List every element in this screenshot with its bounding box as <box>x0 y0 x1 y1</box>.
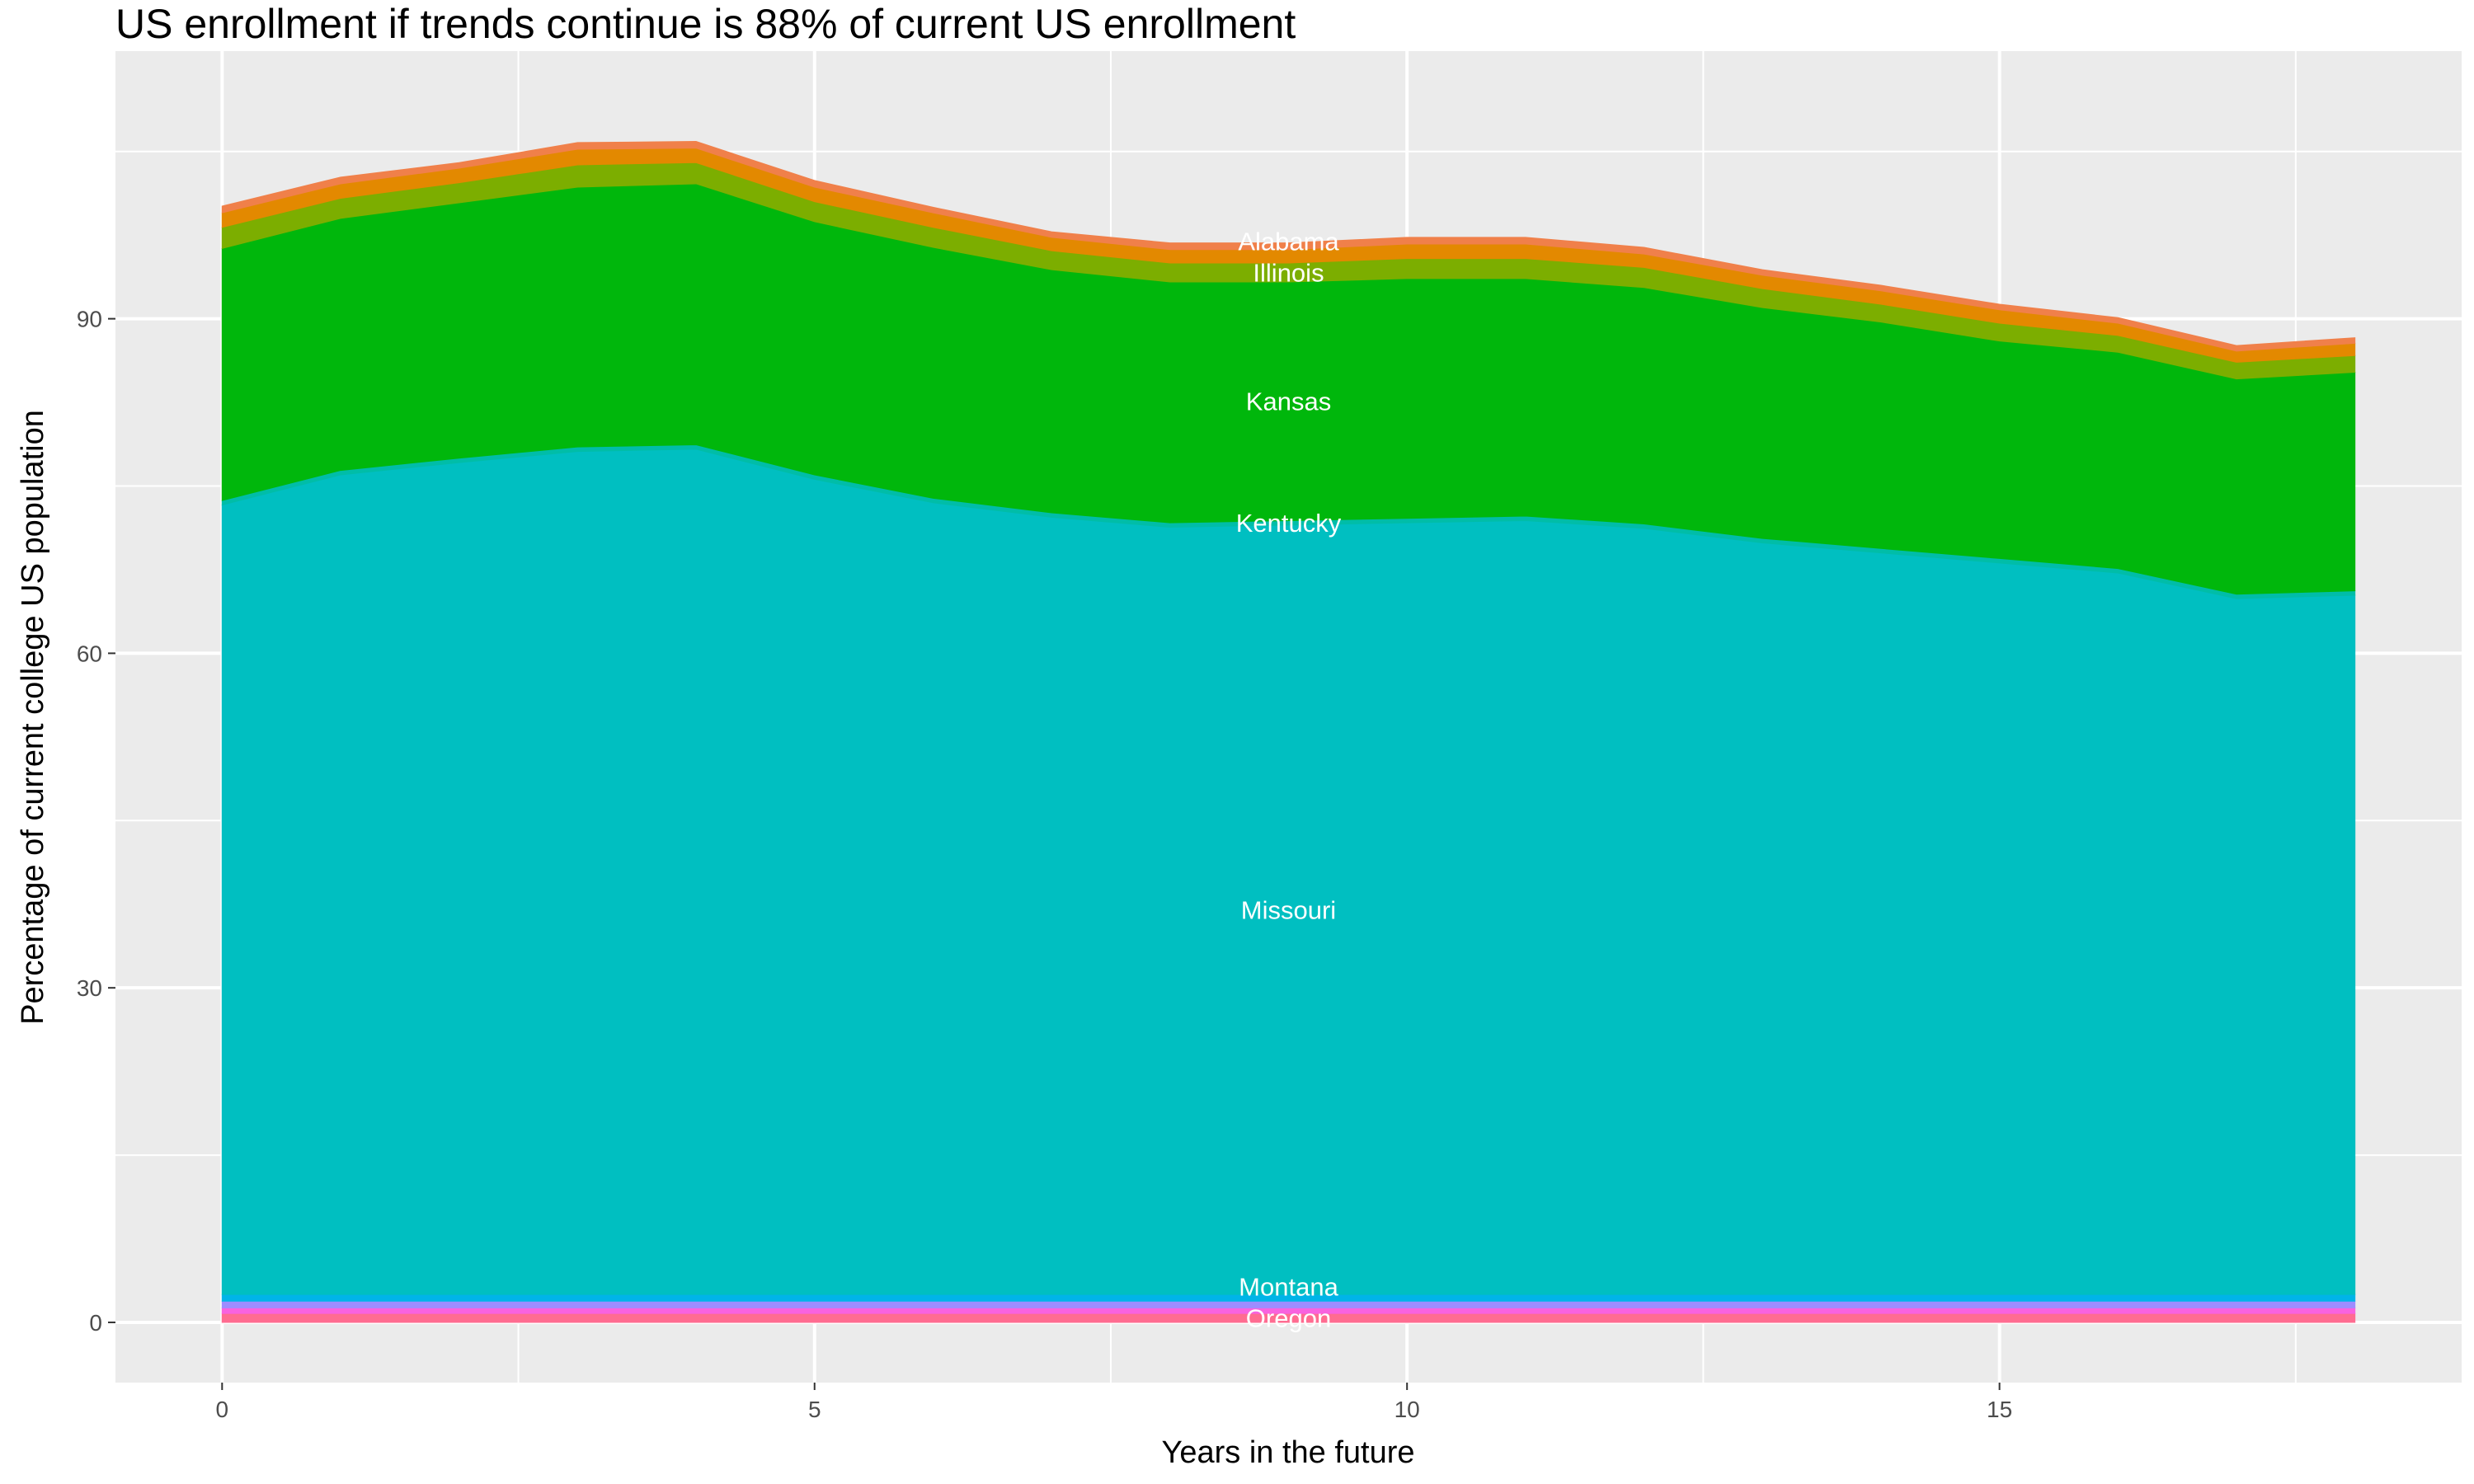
area-label-missouri: Missouri <box>1241 895 1336 924</box>
area-label-kansas: Kansas <box>1246 387 1331 416</box>
y-tick-label: 30 <box>77 975 102 1001</box>
area-alabama <box>221 141 2356 352</box>
y-tick-label: 60 <box>77 641 102 666</box>
area-label-alabama: Alabama <box>1238 227 1339 256</box>
x-tick-label: 5 <box>808 1397 821 1422</box>
x-tick-label: 0 <box>216 1397 229 1422</box>
x-tick-label: 15 <box>1987 1397 2012 1422</box>
areas <box>221 141 2356 1323</box>
area-label-kentucky: Kentucky <box>1236 509 1342 538</box>
y-tick-label: 0 <box>89 1310 102 1336</box>
area-label-illinois: Illinois <box>1253 258 1324 287</box>
y-axis-title: Percentage of current college US populat… <box>16 410 50 1025</box>
x-tick-label: 10 <box>1395 1397 1420 1422</box>
chart-title: US enrollment if trends continue is 88% … <box>115 1 1296 47</box>
area-label-montana: Montana <box>1239 1273 1338 1302</box>
axis-ticks: 0 5 10 15 0 30 60 90 <box>77 307 2012 1422</box>
x-axis-title: Years in the future <box>1161 1435 1414 1470</box>
area-missouri <box>221 448 2356 1295</box>
y-tick-label: 90 <box>77 307 102 332</box>
area-label-oregon: Oregon <box>1246 1304 1331 1333</box>
